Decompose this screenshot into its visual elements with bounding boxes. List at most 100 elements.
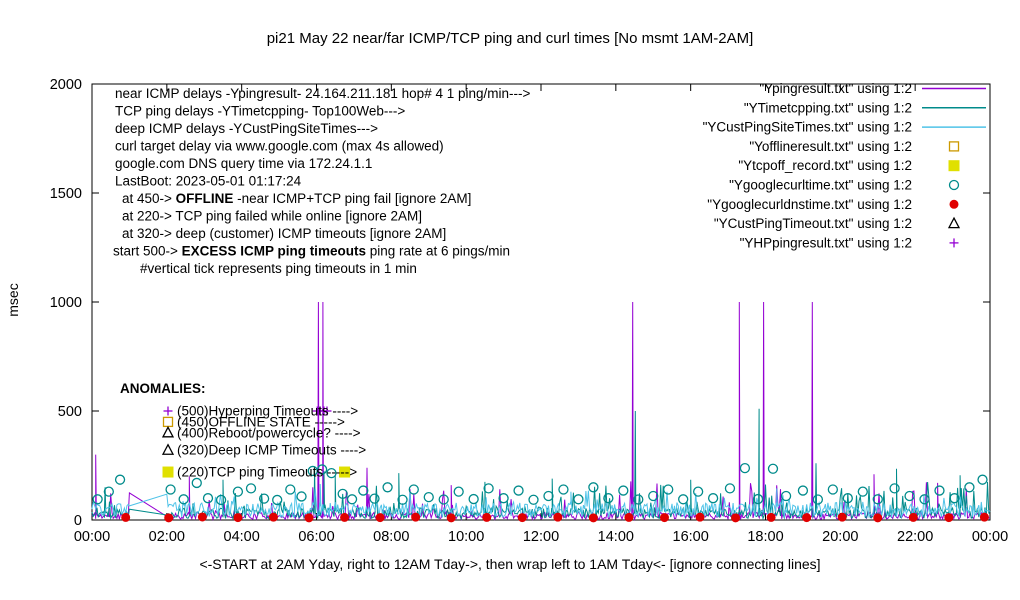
scatter-point [468,493,479,505]
chart-title: pi21 May 22 near/far ICMP/TCP ping and c… [266,30,754,47]
info-line: start 500-> EXCESS ICMP ping timeouts pi… [113,244,510,259]
scatter-point [245,483,257,494]
x-tick-label: 10:00 [448,529,484,545]
scatter-point [766,512,776,522]
x-tick-label: 18:00 [747,529,783,545]
legend-label: "YHPpingresult.txt" using 1:2 [740,235,912,250]
scatter-point [215,494,227,506]
scatter-point [296,491,307,502]
legend-label: "Ytcpoff_record.txt" using 1:2 [738,158,912,173]
scatter-point [603,493,614,504]
x-tick-label: 08:00 [373,529,409,545]
x-tick-label: 00:00 [74,529,110,545]
scatter-point [272,494,283,506]
x-tick-label: 02:00 [149,529,185,545]
legend-label: "YCustPingSiteTimes.txt" using 1:2 [703,120,912,135]
scatter-point [543,490,554,502]
scatter-point [164,513,174,523]
scatter-point [340,512,350,522]
scatter-point [873,513,883,523]
scatter-point [618,485,629,496]
scatter-point [232,486,244,497]
scatter-point [337,488,348,499]
scatter-point [304,513,314,523]
x-tick-label: 00:00 [972,529,1008,545]
scatter-point [837,512,847,522]
scatter-point [358,485,369,496]
scatter-point [695,512,705,522]
scatter-point [103,486,114,497]
scatter-point [528,494,539,505]
scatter-point [423,491,434,503]
x-tick-label: 06:00 [298,529,334,545]
legend-sample-marker [947,216,961,229]
x-tick-label: 20:00 [822,529,858,545]
legend-label: "Ygooglecurldnstime.txt" using 1:2 [707,197,912,212]
anomaly-marker [161,443,175,455]
scatter-point [382,482,393,493]
info-line: at 320-> deep (customer) ICMP timeouts [… [122,226,446,241]
scatter-point [346,494,358,505]
legend-label: "YTimetcpping.txt" using 1:2 [744,100,912,115]
info-line: LastBoot: 2023-05-01 01:17:24 [115,174,302,189]
scatter-point [397,494,408,505]
y-axis-label: msec [5,283,21,317]
scatter-point [648,490,659,502]
anomaly-marker [161,425,175,438]
scatter-point [268,512,278,522]
scatter-point [165,484,176,495]
scatter-point [233,513,243,523]
scatter-point [752,493,764,505]
scatter-point [659,513,669,523]
legend-label: "Ygooglecurltime.txt" using 1:2 [729,178,912,193]
y-tick-label: 500 [58,404,82,420]
legend-label: "YCustPingTimeout.txt" using 1:2 [714,216,912,231]
scatter-point [573,494,584,505]
scatter-point [197,512,207,522]
scatter-point [857,486,868,497]
legend-sample-marker [948,160,960,172]
scatter-point [588,482,599,493]
scatter-point [258,493,270,504]
scatter-point [446,513,456,523]
y-tick-label: 2000 [50,77,82,93]
series-line [91,483,991,519]
scatter-point [767,463,779,474]
scatter-point [842,493,853,504]
scatter-point [977,474,988,485]
x-tick-label: 04:00 [224,529,260,545]
anomaly-label: (450)OFFLINE STATE -----> [177,414,345,429]
legend-sample-marker [948,141,960,152]
scatter-point [202,493,214,504]
x-tick-label: 12:00 [523,529,559,545]
x-tick-label: 22:00 [897,529,933,545]
scatter-point [411,512,421,522]
scatter-point [517,513,527,523]
scatter-point [326,467,337,479]
scatter-point [285,484,296,495]
anomaly-label: (400)Reboot/powercycle? ----> [177,425,361,440]
scatter-point [739,462,751,474]
scatter-point [919,494,930,505]
legend-sample-marker [948,179,960,191]
scatter-point [663,484,674,495]
info-line: curl target delay via www.google.com (ma… [115,139,444,154]
scatter-point [438,494,449,505]
info-line: at 220-> TCP ping failed while online [i… [122,209,422,224]
scatter-point [949,493,960,504]
anomaly-marker [162,416,174,428]
scatter-point [114,474,126,485]
scatter-point [483,483,494,494]
scatter-point [553,512,563,522]
scatter-point [339,466,351,478]
scatter-point [904,490,915,502]
scatter-point [453,486,464,497]
scatter-point [889,483,900,494]
scatter-point [724,483,736,494]
y-tick-label: 1000 [50,295,82,311]
info-line: deep ICMP delays -YCustPingSiteTimes---> [115,121,378,136]
info-line: at 450-> OFFLINE -near ICMP+TCP ping fai… [122,191,471,206]
scatter-point [178,494,189,505]
scatter-point [964,482,975,493]
